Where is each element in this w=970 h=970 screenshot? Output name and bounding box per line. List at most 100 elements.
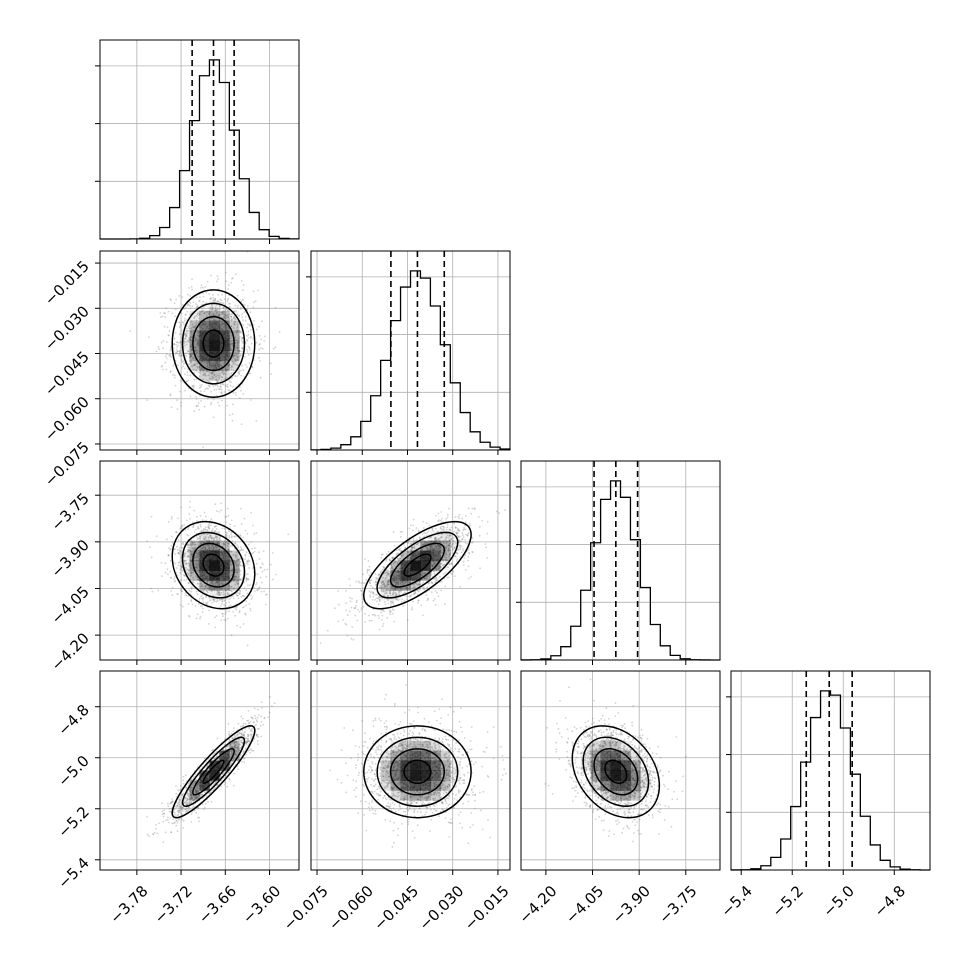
sample-point bbox=[477, 516, 480, 518]
sample-point bbox=[194, 350, 197, 353]
sample-point bbox=[450, 573, 453, 575]
sample-point bbox=[402, 544, 405, 546]
sample-point bbox=[216, 384, 219, 386]
sample-point bbox=[417, 599, 420, 602]
sample-point bbox=[238, 593, 241, 596]
y-tick-label: −4.20 bbox=[48, 629, 93, 674]
sample-point bbox=[241, 337, 244, 340]
sample-point bbox=[230, 519, 233, 522]
sample-point bbox=[188, 341, 190, 343]
sample-point bbox=[225, 327, 228, 330]
sample-point bbox=[165, 353, 168, 355]
sample-point bbox=[408, 527, 411, 530]
sample-point bbox=[202, 607, 204, 610]
sample-point bbox=[183, 373, 186, 376]
sample-point bbox=[195, 306, 198, 308]
sample-point bbox=[207, 623, 210, 625]
sample-point bbox=[206, 360, 208, 363]
sample-point bbox=[189, 302, 192, 304]
sample-point bbox=[235, 310, 237, 312]
sample-point bbox=[185, 578, 188, 581]
sample-point bbox=[211, 528, 214, 530]
sample-point bbox=[247, 333, 250, 336]
sample-point bbox=[441, 581, 443, 583]
sample-point bbox=[231, 342, 234, 345]
sample-point bbox=[241, 313, 244, 316]
sample-point bbox=[262, 550, 265, 552]
sample-point bbox=[198, 375, 201, 378]
sample-point bbox=[444, 571, 447, 574]
sample-point bbox=[440, 589, 443, 592]
sample-point bbox=[260, 347, 262, 349]
sample-point bbox=[157, 589, 160, 592]
sample-point bbox=[360, 607, 363, 609]
sample-point bbox=[361, 593, 364, 596]
sample-point bbox=[389, 613, 391, 615]
sample-point bbox=[193, 410, 196, 412]
sample-point bbox=[454, 516, 457, 518]
sample-point bbox=[266, 593, 268, 596]
sample-point bbox=[374, 598, 376, 601]
sample-point bbox=[171, 594, 174, 596]
sample-point bbox=[252, 306, 255, 309]
sample-point bbox=[405, 598, 408, 601]
sample-point bbox=[197, 527, 200, 530]
sample-point bbox=[434, 581, 437, 583]
sample-point bbox=[255, 562, 258, 565]
sample-point bbox=[200, 311, 203, 313]
sample-point bbox=[222, 307, 225, 309]
sample-point bbox=[275, 573, 277, 576]
sample-point bbox=[374, 615, 377, 617]
sample-point bbox=[170, 346, 172, 348]
sample-point bbox=[440, 519, 442, 522]
y-tick-label: −0.075 bbox=[41, 438, 93, 490]
sample-point bbox=[150, 556, 153, 559]
sample-point bbox=[269, 362, 272, 365]
density-cell bbox=[199, 370, 210, 381]
sample-point bbox=[231, 413, 234, 415]
sample-point bbox=[164, 355, 167, 358]
sample-point bbox=[170, 544, 173, 547]
panel-frame bbox=[99, 39, 300, 240]
sample-point bbox=[220, 391, 223, 394]
sample-point bbox=[249, 399, 252, 401]
sample-point bbox=[221, 603, 223, 605]
sample-point bbox=[462, 534, 464, 537]
sample-point bbox=[245, 600, 248, 602]
density-cell bbox=[209, 310, 220, 321]
sample-point bbox=[351, 626, 354, 628]
sample-point bbox=[194, 349, 197, 352]
sample-point bbox=[400, 590, 403, 593]
sample-point bbox=[186, 374, 189, 376]
sample-point bbox=[271, 552, 274, 554]
sample-point bbox=[263, 568, 266, 571]
sample-point bbox=[248, 353, 250, 356]
sample-point bbox=[260, 338, 263, 341]
sample-point bbox=[208, 293, 211, 295]
sample-point bbox=[170, 576, 173, 579]
sample-point bbox=[169, 559, 172, 562]
sample-point bbox=[243, 375, 246, 378]
sample-point bbox=[248, 362, 251, 365]
sample-point bbox=[161, 364, 164, 367]
sample-point bbox=[426, 532, 429, 534]
sample-point bbox=[190, 327, 193, 330]
sample-point bbox=[212, 308, 214, 311]
sample-point bbox=[422, 588, 425, 590]
sample-point bbox=[381, 614, 384, 617]
sample-point bbox=[205, 601, 207, 604]
sample-point bbox=[197, 341, 200, 344]
sample-point bbox=[224, 604, 227, 607]
sample-point bbox=[244, 613, 247, 616]
sample-point bbox=[173, 343, 176, 346]
sample-point bbox=[204, 374, 207, 377]
sample-point bbox=[192, 385, 195, 388]
sample-point bbox=[236, 329, 239, 332]
sample-point bbox=[235, 594, 238, 597]
sample-point bbox=[389, 600, 392, 603]
sample-point bbox=[376, 600, 378, 603]
sample-point bbox=[207, 360, 210, 363]
sample-point bbox=[189, 395, 192, 398]
sample-point bbox=[370, 579, 373, 581]
sample-point bbox=[246, 561, 249, 563]
